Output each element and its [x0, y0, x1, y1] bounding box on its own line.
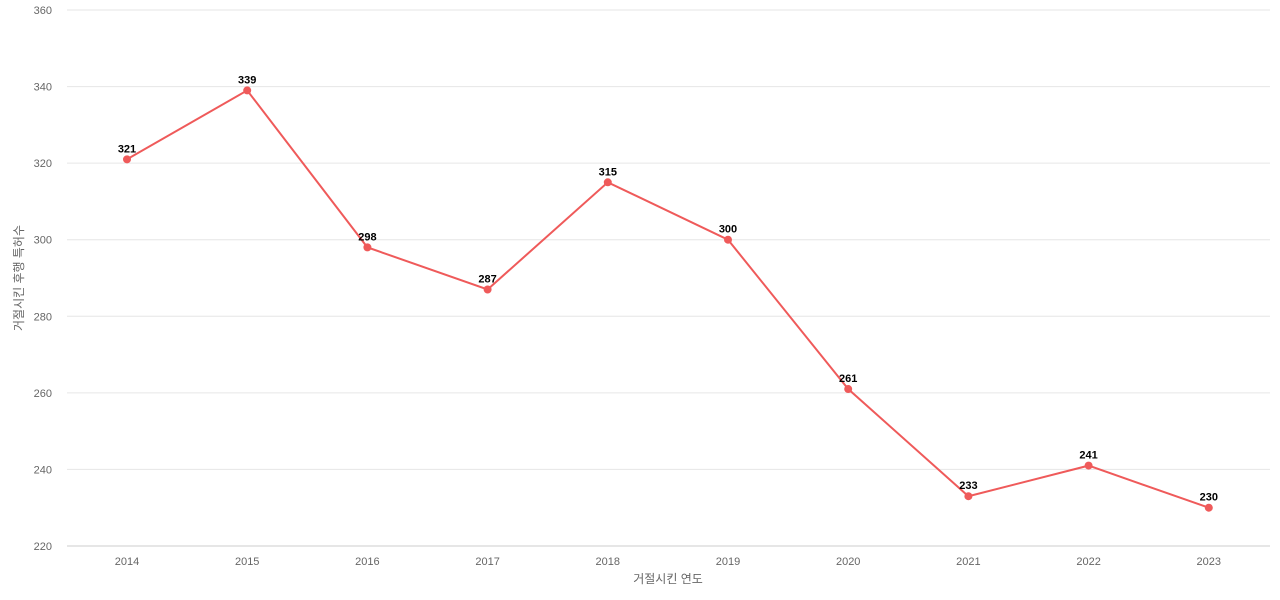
x-tick-label: 2015 — [235, 556, 259, 568]
data-point — [1204, 503, 1213, 512]
data-label: 287 — [478, 273, 496, 285]
y-axis-ticks: 220 240 260 280 300 320 340 360 — [34, 5, 52, 553]
data-point — [123, 155, 131, 164]
y-tick-label: 340 — [34, 82, 52, 94]
x-tick-label: 2016 — [355, 556, 379, 568]
data-label: 339 — [238, 74, 256, 86]
y-axis-title: 거절시킨 후행 특허수 — [11, 225, 26, 331]
data-label: 261 — [839, 373, 857, 385]
data-point — [363, 243, 372, 252]
y-tick-label: 320 — [34, 158, 52, 170]
x-axis-ticks: 2014 2015 2016 2017 2018 2019 2020 2021 2022 2023 — [115, 556, 1221, 568]
data-label: 233 — [959, 480, 977, 492]
x-axis-title: 거절시킨 연도 — [633, 572, 703, 586]
y-tick-label: 300 — [34, 235, 52, 247]
data-point — [603, 178, 612, 187]
data-point — [964, 492, 973, 501]
x-tick-label: 2018 — [596, 556, 620, 568]
y-tick-label: 260 — [34, 388, 52, 400]
data-point — [724, 235, 732, 244]
data-label: 298 — [358, 231, 376, 243]
x-tick-label: 2019 — [716, 556, 740, 568]
x-tick-label: 2021 — [956, 556, 980, 568]
data-label: 241 — [1079, 450, 1097, 462]
y-tick-label: 240 — [34, 464, 52, 476]
x-tick-label: 2020 — [836, 556, 860, 568]
y-tick-label: 360 — [34, 5, 52, 17]
y-tick-label: 220 — [34, 541, 52, 553]
series-group — [123, 86, 1213, 512]
data-label: 230 — [1200, 492, 1218, 504]
series-line — [126, 89, 1210, 509]
data-point — [844, 385, 853, 394]
data-point — [483, 285, 492, 294]
data-label: 321 — [118, 143, 136, 155]
x-tick-label: 2022 — [1076, 556, 1100, 568]
x-tick-label: 2014 — [115, 556, 139, 568]
x-tick-label: 2023 — [1197, 556, 1221, 568]
data-label: 315 — [599, 166, 617, 178]
grid-lines — [67, 9, 1270, 547]
y-tick-label: 280 — [34, 311, 52, 323]
data-point — [1084, 461, 1093, 470]
data-point — [243, 86, 252, 95]
data-label: 300 — [719, 224, 737, 236]
data-labels: 321 339 298 287 315 300 261 233 241 230 — [118, 74, 1218, 503]
x-tick-label: 2017 — [475, 556, 499, 568]
